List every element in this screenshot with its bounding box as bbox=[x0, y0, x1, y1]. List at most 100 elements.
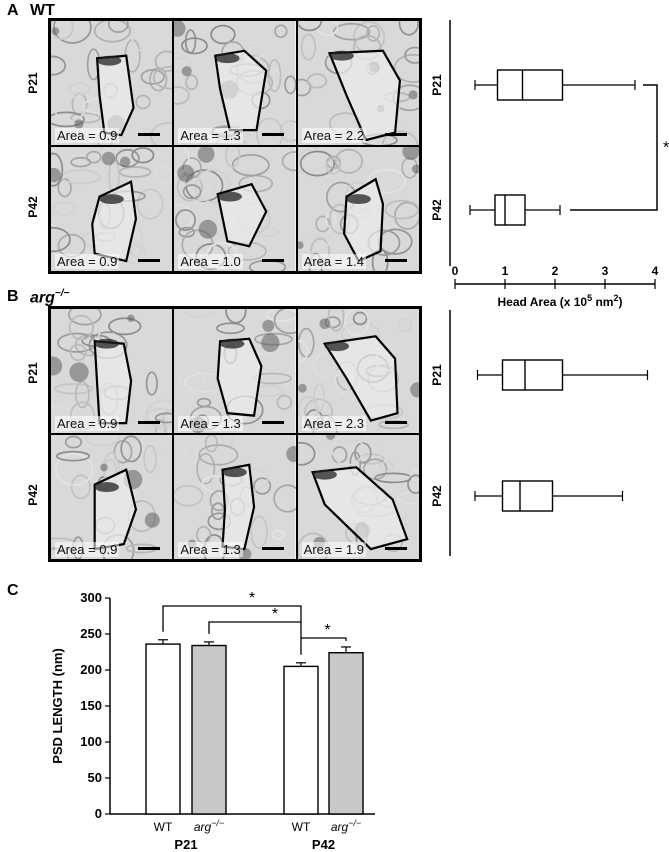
significance-star: * bbox=[272, 606, 278, 623]
dense-granule bbox=[127, 314, 135, 322]
spine-outline bbox=[95, 54, 135, 137]
membrane-texture bbox=[84, 435, 121, 447]
arg-micrograph-r1c1: Area = 0.9 bbox=[50, 308, 174, 434]
significance-star: * bbox=[249, 590, 255, 607]
scale-bar bbox=[138, 259, 161, 262]
panel-c-letter: C bbox=[7, 582, 19, 599]
significance-star: * bbox=[324, 622, 330, 639]
dense-granule bbox=[262, 319, 275, 332]
membrane-texture bbox=[324, 435, 365, 443]
em-texture bbox=[297, 309, 419, 433]
bar-label-main: arg bbox=[331, 820, 349, 834]
psd-density bbox=[324, 341, 349, 352]
dense-granule bbox=[198, 147, 215, 163]
membrane-texture bbox=[85, 150, 102, 164]
dense-granule bbox=[182, 66, 193, 77]
psd-density bbox=[215, 53, 240, 64]
box-category-label: P21 bbox=[430, 364, 444, 386]
dense-granule bbox=[51, 356, 63, 376]
spine-outline bbox=[327, 49, 401, 142]
x-axis-title-unit-exponent: 2 bbox=[613, 293, 618, 303]
dense-granule bbox=[411, 164, 419, 174]
em-texture bbox=[297, 21, 419, 145]
membrane-texture bbox=[51, 111, 85, 128]
area-label: Area = 0.9 bbox=[55, 416, 120, 431]
bar-label-main: WT bbox=[292, 820, 311, 834]
membrane-texture bbox=[51, 226, 71, 253]
membrane-texture bbox=[393, 53, 419, 83]
membrane-texture bbox=[334, 148, 363, 174]
membrane-texture bbox=[284, 75, 296, 95]
membrane-texture bbox=[175, 209, 197, 232]
membrane-texture bbox=[183, 309, 215, 318]
membrane-texture bbox=[312, 414, 338, 433]
membrane-texture bbox=[57, 177, 72, 198]
membrane-texture bbox=[297, 441, 316, 466]
membrane-texture bbox=[198, 444, 239, 466]
scale-bar bbox=[385, 259, 407, 262]
boxplot-b: P21 P42 bbox=[430, 310, 649, 556]
wt-micrograph-r1c3: Area = 2.2 bbox=[296, 20, 420, 146]
membrane-texture bbox=[131, 23, 151, 52]
membrane-texture bbox=[68, 309, 102, 326]
dense-granule bbox=[297, 241, 304, 250]
significance-star: * bbox=[663, 140, 669, 157]
area-label: Area = 1.0 bbox=[178, 254, 243, 269]
dense-granule bbox=[100, 463, 108, 472]
membrane-texture bbox=[53, 95, 86, 122]
membrane-texture bbox=[135, 94, 151, 110]
membrane-texture bbox=[174, 484, 204, 507]
dense-granule bbox=[409, 382, 419, 398]
arg-micrograph-r2c1: Area = 0.9 bbox=[50, 434, 174, 560]
dense-granule bbox=[402, 147, 419, 161]
bar-label: WT bbox=[154, 820, 173, 834]
significance-bracket bbox=[301, 637, 347, 641]
box-iqr bbox=[501, 480, 554, 512]
psd-density bbox=[312, 469, 337, 480]
membrane-texture bbox=[282, 151, 296, 172]
membrane-texture bbox=[300, 33, 316, 61]
x-axis-title-close: ) bbox=[618, 295, 622, 309]
membrane-texture bbox=[314, 215, 330, 233]
em-texture bbox=[297, 435, 419, 559]
psd-density bbox=[94, 338, 119, 349]
wt-micrograph-r1c2: Area = 1.3 bbox=[173, 20, 297, 146]
dense-granule bbox=[177, 164, 195, 183]
area-label: Area = 2.3 bbox=[301, 416, 367, 431]
dense-granule bbox=[174, 21, 186, 37]
membrane-texture bbox=[108, 317, 142, 336]
membrane-texture bbox=[325, 158, 341, 175]
panel-b-letter: B bbox=[7, 288, 19, 305]
em-texture bbox=[174, 435, 296, 559]
spine-outline bbox=[216, 337, 263, 417]
membrane-texture bbox=[297, 340, 308, 363]
bar-label-sup: −/− bbox=[211, 818, 224, 828]
membrane-texture bbox=[332, 22, 370, 41]
y-tick-label: 50 bbox=[88, 770, 102, 785]
area-label: Area = 1.4 bbox=[301, 254, 367, 269]
membrane-texture bbox=[183, 184, 202, 200]
psd-density bbox=[99, 194, 124, 205]
membrane-texture bbox=[274, 309, 296, 335]
x-axis-title-exponent: 5 bbox=[587, 293, 592, 303]
membrane-texture bbox=[52, 201, 76, 216]
scale-bar bbox=[385, 547, 407, 550]
membrane-texture bbox=[153, 165, 173, 185]
area-label: Area = 0.9 bbox=[55, 542, 120, 557]
y-tick-label: 200 bbox=[80, 662, 102, 677]
membrane-texture bbox=[352, 311, 368, 326]
area-label: Area = 1.9 bbox=[301, 542, 367, 557]
area-label: Area = 0.9 bbox=[55, 128, 120, 143]
arg-micrograph-r1c2: Area = 1.3 bbox=[173, 308, 297, 434]
scale-bar bbox=[261, 547, 284, 550]
membrane-texture bbox=[273, 484, 296, 513]
scale-bar bbox=[385, 421, 407, 424]
membrane-texture bbox=[174, 203, 194, 231]
psd-density bbox=[97, 55, 122, 66]
wt-micrograph-r2c3: Area = 1.4 bbox=[296, 146, 420, 272]
membrane-texture bbox=[136, 188, 164, 220]
em-texture bbox=[174, 309, 296, 433]
psd-density bbox=[222, 467, 248, 478]
